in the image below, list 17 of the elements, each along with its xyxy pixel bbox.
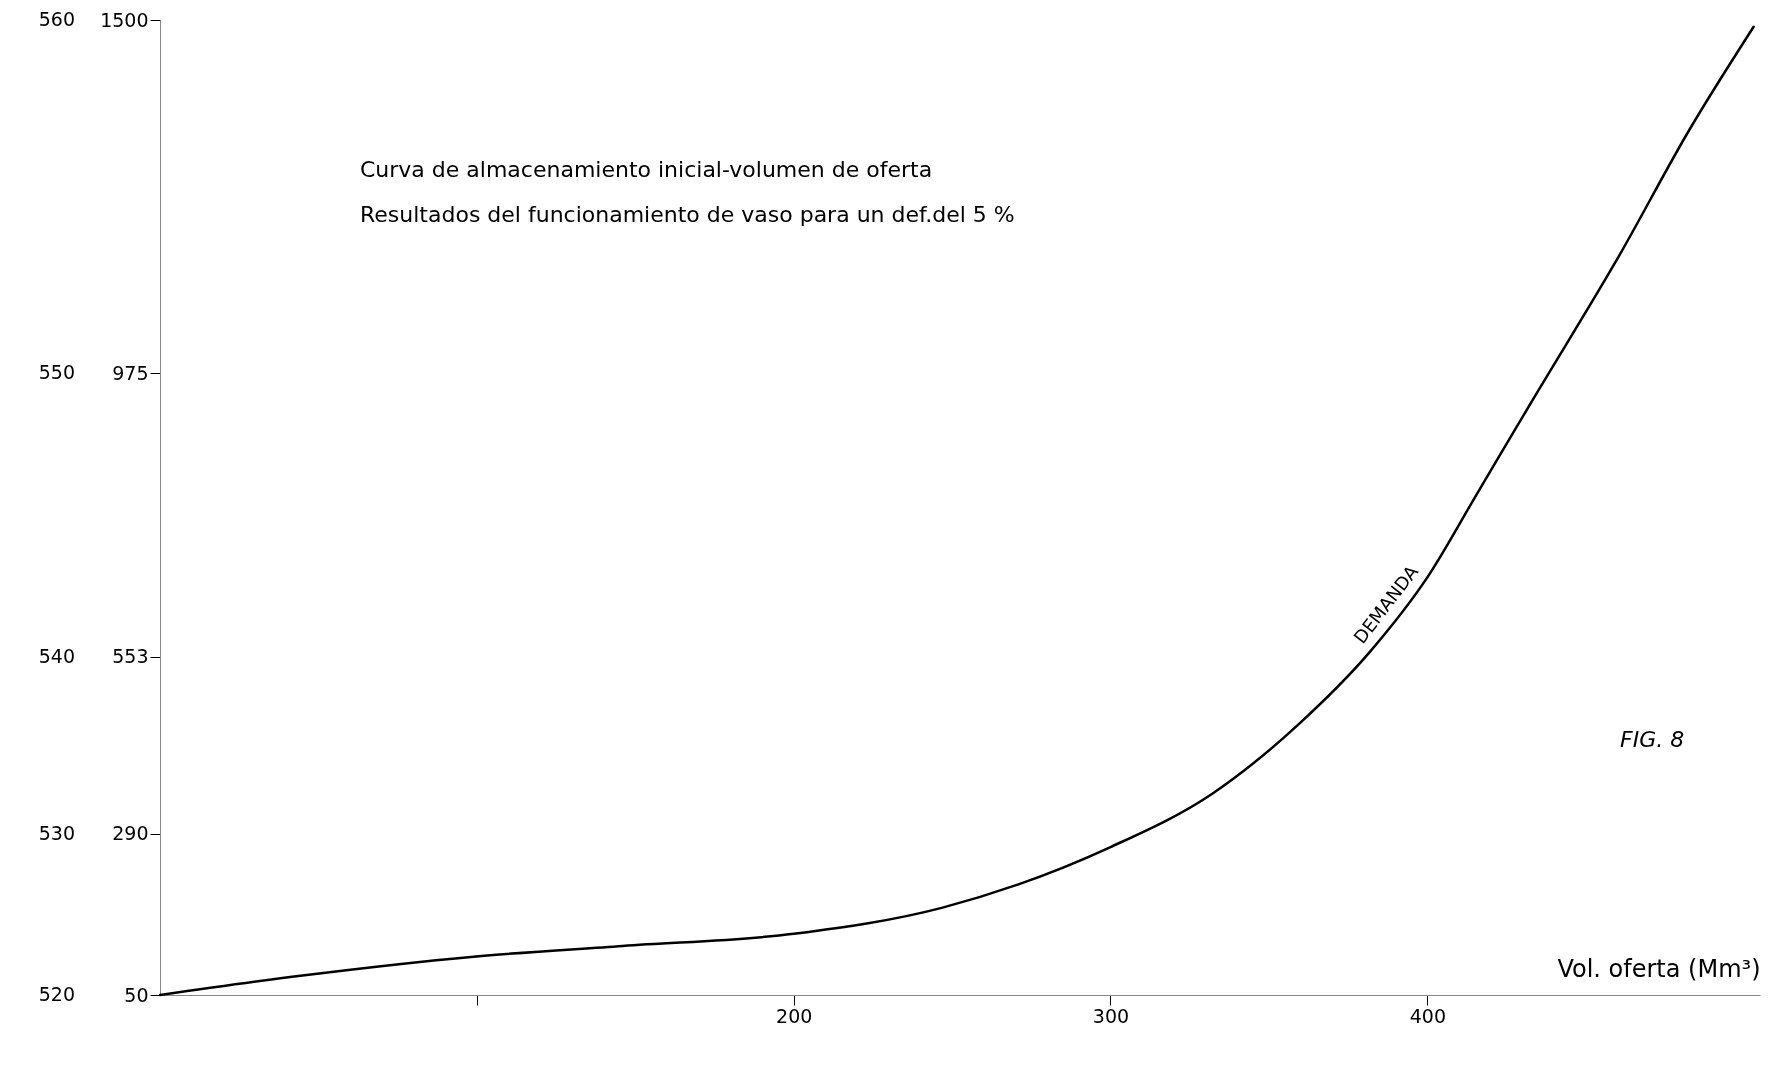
x-tick-label: 200 <box>776 1004 813 1027</box>
x-axis-title: Vol. oferta (Mm³) <box>1557 954 1761 983</box>
y-tick-label: 290 <box>112 822 149 845</box>
text: 530 <box>38 821 75 844</box>
text: 540 <box>38 644 75 667</box>
y-tick-label: 975 <box>112 361 149 384</box>
annotation: Resultados del funcionamiento de vaso para un def.del 5 % <box>360 202 1015 227</box>
annotation: Curva de almacenamiento inicial-volumen de oferta <box>360 157 933 182</box>
x-tick-label: 300 <box>1092 1004 1130 1027</box>
y-tick-label: 553 <box>112 645 149 668</box>
x-tick-label: 400 <box>1409 1004 1446 1027</box>
y-tick-label: 1500 <box>100 8 149 31</box>
text: 560 <box>38 8 75 30</box>
text: 520 <box>38 983 75 1005</box>
y-tick-label: 50 <box>124 983 149 1006</box>
text: 550 <box>38 361 75 384</box>
annotation: FIG. 8 <box>1620 727 1685 752</box>
